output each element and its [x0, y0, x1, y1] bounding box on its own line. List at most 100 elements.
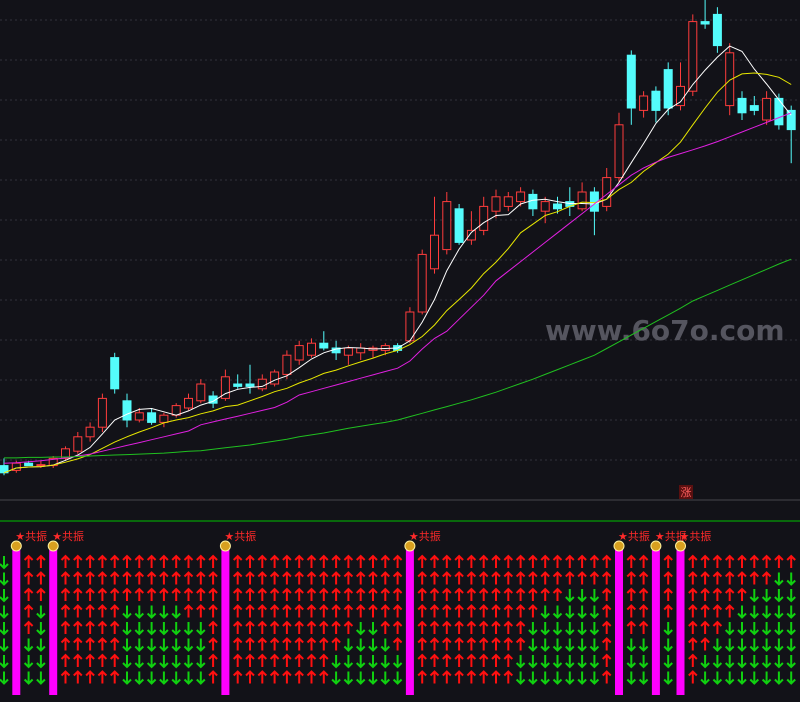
- down-arrow: [183, 622, 194, 636]
- candle-body: [196, 383, 206, 402]
- up-arrow: [454, 554, 464, 568]
- up-arrow: [663, 554, 673, 568]
- up-arrow: [454, 637, 464, 651]
- up-arrow: [737, 587, 747, 601]
- up-arrow: [331, 554, 341, 568]
- up-arrow: [466, 653, 477, 667]
- candle-body: [700, 21, 710, 25]
- up-arrow: [491, 653, 501, 667]
- up-arrow: [392, 620, 403, 634]
- up-arrow: [761, 554, 772, 568]
- up-arrow: [319, 670, 329, 684]
- up-arrow: [196, 587, 206, 601]
- up-arrow: [245, 637, 255, 651]
- down-arrow: [786, 572, 796, 586]
- candle-body: [294, 345, 304, 361]
- up-arrow: [23, 620, 34, 634]
- up-arrow: [85, 637, 95, 651]
- up-arrow: [306, 670, 317, 684]
- candle-body: [491, 196, 501, 212]
- up-arrow: [319, 620, 329, 634]
- down-arrow: [737, 622, 747, 636]
- up-arrow: [245, 670, 255, 684]
- down-arrow: [122, 605, 132, 619]
- down-arrow: [171, 638, 181, 652]
- down-arrow: [786, 671, 796, 685]
- candle-body: [602, 177, 612, 207]
- signal-label: ★共振: [52, 529, 84, 543]
- up-arrow: [515, 587, 526, 601]
- down-arrow: [552, 671, 563, 685]
- up-arrow: [269, 637, 280, 651]
- candle-body: [122, 400, 132, 421]
- up-arrow: [515, 604, 526, 618]
- up-arrow: [282, 620, 292, 634]
- up-arrow: [183, 587, 194, 601]
- up-arrow: [724, 554, 735, 568]
- up-arrow: [589, 571, 600, 585]
- up-arrow: [552, 587, 563, 601]
- up-arrow: [540, 571, 550, 585]
- up-arrow: [688, 554, 698, 568]
- up-arrow: [491, 554, 501, 568]
- up-arrow: [601, 620, 612, 634]
- up-arrow: [454, 587, 464, 601]
- up-arrow: [478, 554, 489, 568]
- down-arrow: [663, 655, 673, 669]
- up-arrow: [454, 604, 464, 618]
- up-arrow: [355, 554, 366, 568]
- up-arrow: [442, 571, 452, 585]
- down-arrow: [196, 622, 206, 636]
- up-arrow: [503, 620, 514, 634]
- up-arrow: [528, 604, 538, 618]
- up-arrow: [85, 554, 95, 568]
- up-arrow: [294, 604, 304, 618]
- candle-body: [774, 97, 784, 126]
- down-arrow: [528, 655, 538, 669]
- down-arrow: [343, 638, 354, 652]
- down-arrow: [774, 655, 784, 669]
- up-arrow: [466, 620, 477, 634]
- candle-body: [282, 354, 292, 375]
- up-arrow: [146, 587, 157, 601]
- up-arrow: [319, 587, 329, 601]
- down-arrow: [23, 671, 34, 685]
- down-arrow: [159, 622, 169, 636]
- ma-line: [4, 258, 792, 459]
- up-arrow: [208, 620, 218, 634]
- up-arrow: [503, 587, 514, 601]
- candle-body: [36, 464, 46, 467]
- down-arrow: [565, 589, 575, 603]
- down-arrow: [528, 671, 538, 685]
- up-arrow: [429, 604, 440, 618]
- down-arrow: [23, 638, 34, 652]
- candle-body: [786, 109, 796, 131]
- up-arrow: [73, 670, 83, 684]
- up-arrow: [146, 571, 157, 585]
- candle-body: [24, 462, 34, 467]
- up-arrow: [245, 554, 255, 568]
- down-arrow: [380, 655, 391, 669]
- down-arrow: [146, 605, 157, 619]
- up-arrow: [134, 571, 145, 585]
- up-arrow: [429, 670, 440, 684]
- up-arrow: [269, 587, 280, 601]
- up-arrow: [97, 670, 108, 684]
- down-arrow: [146, 622, 157, 636]
- up-arrow: [515, 637, 526, 651]
- down-arrow: [774, 638, 784, 652]
- up-arrow: [749, 571, 760, 585]
- up-arrow: [343, 620, 354, 634]
- down-arrow: [786, 638, 796, 652]
- down-arrow: [380, 638, 391, 652]
- up-arrow: [454, 620, 464, 634]
- up-arrow: [257, 604, 268, 618]
- up-arrow: [712, 604, 723, 618]
- up-arrow: [208, 637, 218, 651]
- up-arrow: [491, 587, 501, 601]
- up-arrow: [208, 571, 218, 585]
- up-arrow: [122, 571, 132, 585]
- down-arrow: [786, 605, 796, 619]
- down-arrow: [134, 605, 145, 619]
